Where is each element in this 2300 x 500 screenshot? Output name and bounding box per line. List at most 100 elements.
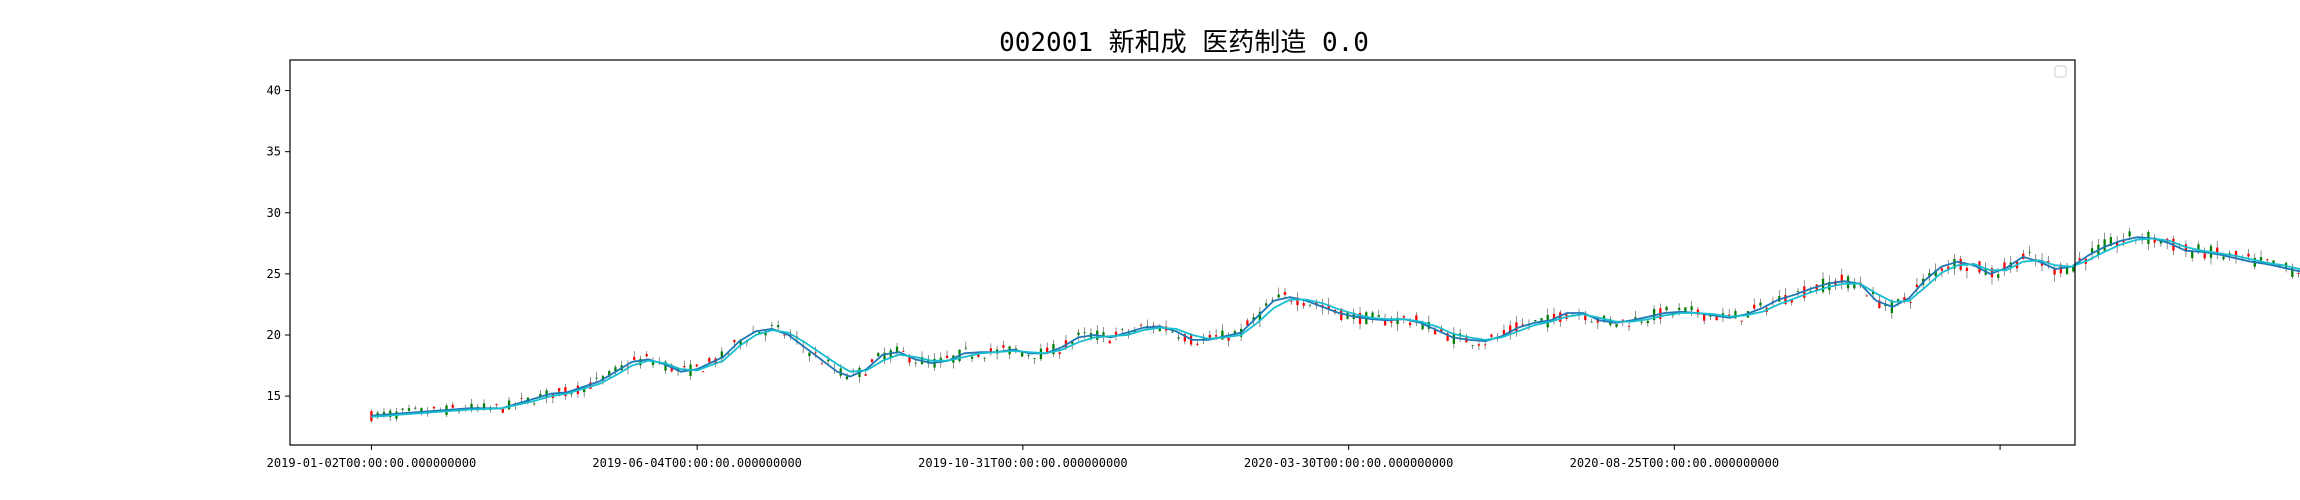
candle-up [1753,304,1756,309]
x-tick-label: 2020-03-30T00:00:00.000000000 [1244,456,1454,470]
candle-down [639,358,642,366]
candle-up [1627,326,1631,327]
candle-up [1584,314,1587,321]
candle-down [1171,331,1174,333]
candle-up [708,357,711,363]
candle-up [1502,330,1506,335]
candle-down [1121,329,1124,330]
candle-down [376,412,379,415]
candle-down [1602,315,1606,321]
y-axis: 15 20 25 30 35 40 [267,84,290,403]
candle-up [1402,316,1405,318]
candle-down [776,325,780,328]
candle-down [2222,256,2225,260]
candle-down [2128,231,2131,237]
candle-down [2191,251,2194,259]
candle-down [764,331,767,336]
candle-up [1246,320,1249,326]
candle-down [883,352,886,361]
candle-down [1677,307,1681,310]
ma-line-long [371,237,2300,418]
candle-up [1696,309,1700,315]
candle-up [1433,329,1437,335]
candle-down [414,407,417,409]
candle-up [1509,325,1512,334]
candle-down [532,403,536,405]
candle-up [1903,297,1906,302]
candle-up [2203,253,2206,259]
candle-up [1477,344,1481,346]
candle-down [2065,267,2069,275]
candle-up [1909,302,1912,303]
legend-box [2054,65,2067,78]
candle-up [1183,334,1186,342]
candle-up [733,340,736,343]
moving-average-layer [371,236,2300,418]
candle-down [1934,269,1937,277]
candle-down [1452,333,1456,344]
candle-down [770,325,774,327]
candle-up [2278,265,2281,267]
candle-down [2291,267,2294,277]
candle-down [1734,311,1737,319]
candle-down [1265,303,1268,306]
candle-up [1715,315,1718,321]
candle-up [1878,300,1881,308]
candle-down [614,367,617,372]
candle-down [1377,315,1380,317]
candle-down [1471,345,1474,346]
y-tick-label: 30 [267,206,281,220]
candle-down [758,331,761,334]
candle-up [1965,267,1969,271]
candle-up [1552,313,1556,319]
candle-down [1590,321,1593,323]
candle-up [1058,352,1061,355]
candle-down [914,362,917,364]
x-tick-label: 2019-06-04T00:00:00.000000000 [592,456,802,470]
candle-up [1740,320,1743,322]
ma-line-short [371,236,2300,417]
x-tick-label: 2019-01-02T00:00:00.000000000 [267,456,477,470]
candle-down [1665,306,1668,311]
candle-down [1277,294,1280,298]
candle-up [1108,340,1111,344]
candle-up [1408,322,1412,326]
candle-down [407,408,411,411]
candle-up [1703,313,1706,321]
candle-down [1871,291,1875,295]
candle-up [2003,262,2006,271]
y-tick-label: 20 [267,328,281,342]
candle-up [1296,297,1299,306]
candle-down [1077,332,1080,336]
x-axis: 2019-01-02T00:00:00.000000000 2019-06-04T… [267,445,2001,470]
candle-up [820,363,824,365]
candle-up [558,388,561,392]
candle-up [1046,347,1049,355]
candle-up [2234,251,2238,258]
candle-down [1021,351,1024,357]
candle-up [2053,268,2056,275]
candle-up [1002,345,1005,348]
candle-up [2115,242,2119,247]
candle-down [1997,274,2000,278]
candle-up [1415,315,1418,323]
candle-up [2247,253,2250,257]
candle-down [382,411,386,415]
candle-down [651,361,655,366]
candle-down [1634,317,1637,319]
candle-down [1083,332,1086,334]
candle-up [977,354,980,357]
candle-up [1915,284,1919,287]
candle-down [983,357,986,359]
candle-down [1759,302,1762,306]
chart-title: 002001 新和成 医药制造 0.0 [999,28,1369,58]
candle-up [451,404,454,408]
candle-up [1290,301,1293,302]
candle-up [645,354,648,357]
candle-up [864,374,867,376]
candle-down [539,393,542,397]
y-tick-label: 15 [267,389,281,403]
candle-up [1208,334,1212,340]
candle-down [1427,322,1430,329]
candle-up [1446,333,1449,341]
